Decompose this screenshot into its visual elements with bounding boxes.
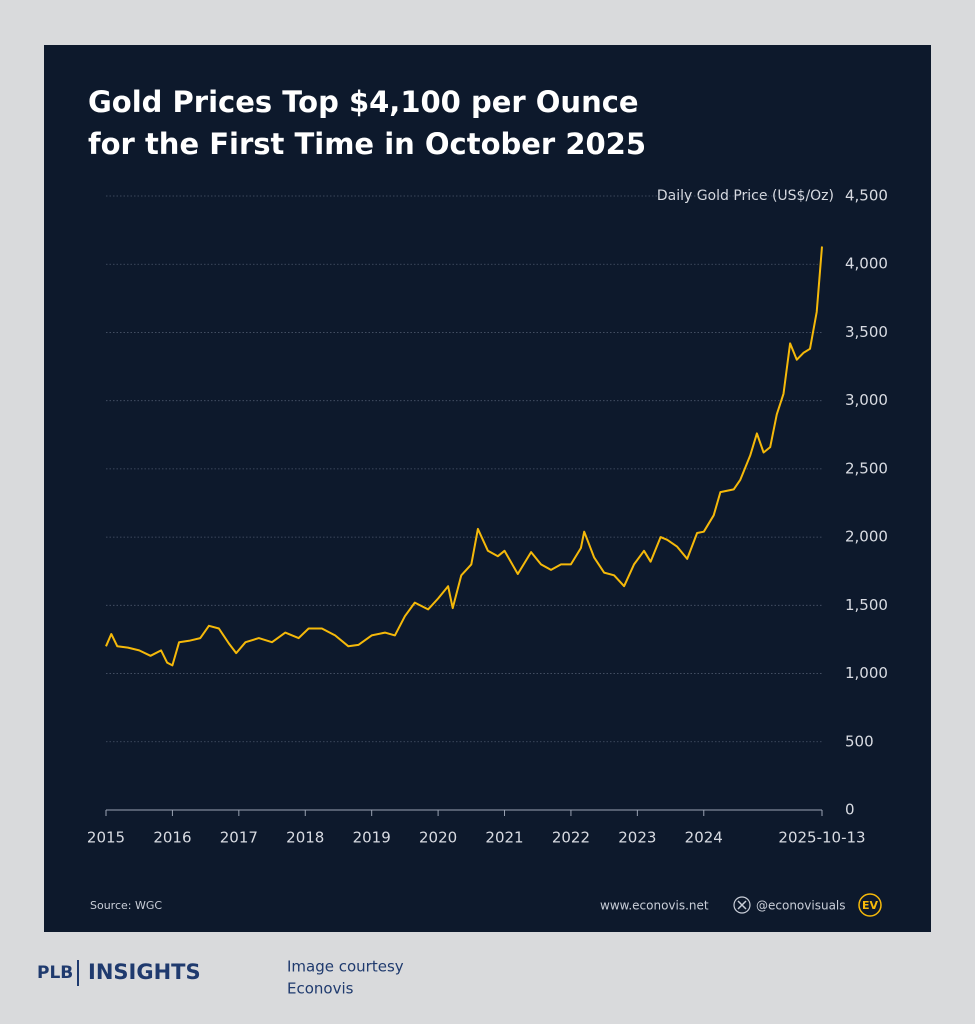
panel xyxy=(44,45,931,932)
x-tick-label: 2023 xyxy=(618,829,656,847)
logo-ring xyxy=(858,893,882,917)
logo: EV xyxy=(862,899,879,912)
x-tick-label: 2019 xyxy=(353,829,391,847)
brand-insights: INSIGHTS xyxy=(88,960,201,984)
x-tick-label: 2017 xyxy=(220,829,258,847)
y-tick-label: 500 xyxy=(845,732,874,750)
x-icon xyxy=(733,896,751,914)
x-tick-label: 2024 xyxy=(685,829,723,847)
price-line xyxy=(105,246,823,667)
social: @econovisuals xyxy=(756,899,846,913)
chart-title: for the First Time in October 2025 xyxy=(88,127,646,161)
credit: Image courtesy xyxy=(287,958,404,976)
x-tick-label: 2018 xyxy=(286,829,324,847)
website: www.econovis.net xyxy=(600,899,709,913)
x-tick-label: 2022 xyxy=(552,829,590,847)
chart-title: Gold Prices Top $4,100 per Ounce xyxy=(88,85,639,119)
source: Source: WGC xyxy=(90,899,162,912)
credit: Econovis xyxy=(287,980,354,998)
y-tick-label: 1,500 xyxy=(845,596,888,614)
x-icon-glyph xyxy=(737,900,747,910)
y-tick-label: 1,000 xyxy=(845,664,888,682)
y-tick-label: 2,000 xyxy=(845,528,888,546)
y-tick-label: 3,500 xyxy=(845,323,888,341)
y-tick-label: 4,500 xyxy=(845,187,888,205)
x-tick-label: 2021 xyxy=(485,829,523,847)
x-tick-label: 2016 xyxy=(153,829,191,847)
y-tick-label: 2,500 xyxy=(845,459,888,477)
y-tick-label: 0 xyxy=(845,801,855,819)
y-axis-label: Daily Gold Price (US$/Oz) xyxy=(657,188,834,204)
x-tick-label: 2015 xyxy=(87,829,125,847)
y-tick-label: 3,000 xyxy=(845,391,888,409)
y-tick-label: 4,000 xyxy=(845,255,888,273)
x-tick-label: 2025-10-13 xyxy=(778,829,865,847)
brand-plb: PLB xyxy=(37,963,73,983)
x-tick-label: 2020 xyxy=(419,829,457,847)
